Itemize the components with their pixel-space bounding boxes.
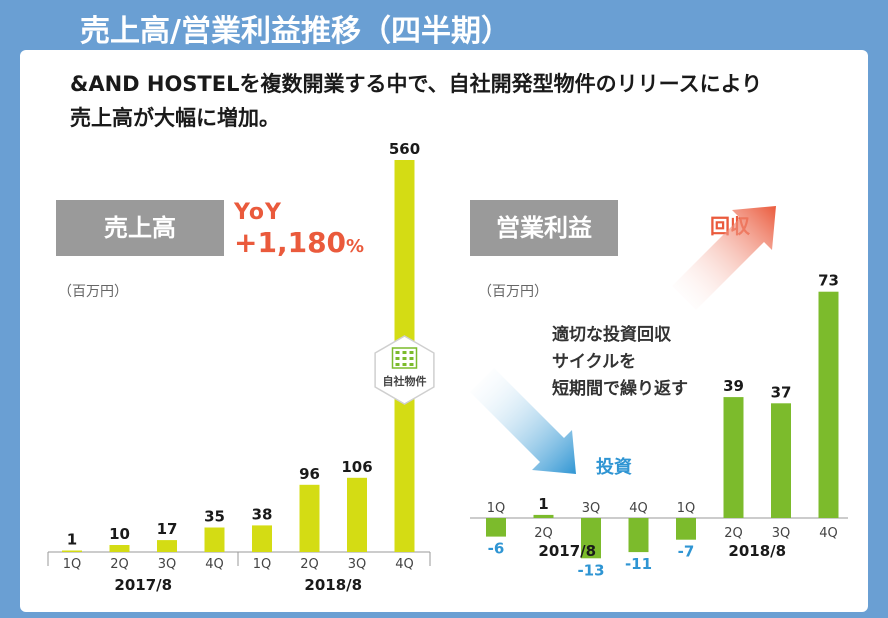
op-bar <box>581 518 601 559</box>
header-bar: 売上高/営業利益推移（四半期） <box>0 0 888 52</box>
recover-arrow <box>672 206 776 310</box>
op-tick-label: 1Q <box>487 501 506 516</box>
revenue-value-label: 96 <box>299 465 320 483</box>
revenue-value-label: 17 <box>157 520 178 538</box>
revenue-bar <box>347 477 367 552</box>
revenue-value-label: 10 <box>109 525 130 543</box>
revenue-tick-label: 1Q <box>63 557 82 572</box>
op-value-label: -13 <box>577 561 604 579</box>
revenue-tick-label: 3Q <box>158 557 177 572</box>
cycle-note: 適切な投資回収 サイクルを 短期間で繰り返す <box>552 322 688 403</box>
yoy-value: +1,180% <box>234 226 364 259</box>
op-value-label: 1 <box>538 495 548 513</box>
building-window <box>395 351 400 354</box>
revenue-value-label: 35 <box>204 508 225 526</box>
yoy-percent: % <box>346 236 365 257</box>
revenue-bar <box>252 525 272 552</box>
revenue-year-label: 2017/8 <box>114 576 172 594</box>
property-badge <box>374 335 435 405</box>
operating-profit-chart: -6 1Q 1 2Q -13 3Q -11 4Q -7 1Q 39 2Q 37 3Q 73 4Q 2017/8 2… <box>470 272 848 579</box>
op-tick-label: 2Q <box>724 526 743 541</box>
invest-arrow <box>470 368 576 474</box>
revenue-bar <box>62 550 82 552</box>
subtitle-line-1: &AND HOSTELを複数開業する中で、自社開発型物件のリリースにより <box>70 72 763 96</box>
op-bar <box>723 397 744 518</box>
building-window <box>409 351 414 354</box>
building-outline <box>391 347 418 369</box>
op-bar <box>771 403 791 518</box>
revenue-tick-label: 1Q <box>253 557 272 572</box>
building-window <box>409 357 414 360</box>
revenue-value-label: 38 <box>252 505 273 523</box>
op-tick-label: 2Q <box>534 526 553 541</box>
revenue-tick-label: 2Q <box>110 557 129 572</box>
revenue-year-label: 2018/8 <box>304 576 362 594</box>
op-value-label: 39 <box>723 377 744 395</box>
op-bar <box>628 518 649 553</box>
revenue-tick-label: 3Q <box>348 557 367 572</box>
op-bar <box>486 518 506 537</box>
cycle-line-1: 適切な投資回収 <box>552 325 671 345</box>
revenue-bar <box>299 484 320 552</box>
content-card: &AND HOSTELを複数開業する中で、自社開発型物件のリリースにより 売上高… <box>20 50 868 612</box>
building-icon <box>391 347 418 369</box>
op-tick-label: 3Q <box>772 526 791 541</box>
building-window <box>395 363 400 366</box>
revenue-tick-label: 2Q <box>300 557 319 572</box>
building-window <box>409 363 414 366</box>
revenue-bar <box>204 527 225 552</box>
subtitle-line-2: 売上高が大幅に増加。 <box>70 106 280 130</box>
building-window <box>402 357 407 360</box>
revenue-chart: 1 1Q 10 2Q 17 3Q 35 4Q 38 1Q 96 2Q 106 3Q 560 4Q 2017/8 2… <box>47 140 435 594</box>
op-bar <box>533 514 554 518</box>
op-year-label: 2018/8 <box>728 542 786 560</box>
operating-profit-unit: （百万円） <box>478 284 548 300</box>
revenue-label: 売上高 <box>56 200 224 256</box>
building-window <box>402 351 407 354</box>
revenue-unit: （百万円） <box>58 284 128 300</box>
page-title: 売上高/営業利益推移（四半期） <box>80 14 511 49</box>
revenue-value-label: 560 <box>389 140 420 158</box>
op-tick-label: 3Q <box>582 501 601 516</box>
revenue-tick-label: 4Q <box>205 557 224 572</box>
operating-profit-label: 営業利益 <box>470 200 618 256</box>
op-bar <box>676 518 696 540</box>
revenue-bar <box>157 540 177 552</box>
building-window <box>402 363 407 366</box>
revenue-value-label: 1 <box>67 531 77 549</box>
op-value-label: -6 <box>488 540 505 558</box>
revenue-tick-label: 4Q <box>395 557 414 572</box>
op-tick-label: 4Q <box>629 501 648 516</box>
revenue-bar <box>109 545 130 552</box>
revenue-value-label: 106 <box>341 458 372 476</box>
op-tick-label: 1Q <box>677 501 696 516</box>
badge-text: 自社物件 <box>383 374 427 388</box>
cycle-line-2: サイクルを <box>552 352 637 372</box>
op-bar <box>818 291 839 518</box>
yoy-label: YoY <box>234 200 282 225</box>
op-value-label: -7 <box>678 543 695 561</box>
yoy-number: +1,180 <box>234 226 347 259</box>
op-value-label: 73 <box>818 272 839 290</box>
op-value-label: 37 <box>771 383 792 401</box>
op-year-label: 2017/8 <box>538 542 596 560</box>
cycle-line-3: 短期間で繰り返す <box>552 379 688 399</box>
op-value-label: -11 <box>625 555 652 573</box>
op-tick-label: 4Q <box>819 526 838 541</box>
invest-label: 投資 <box>596 457 632 478</box>
building-window <box>395 357 400 360</box>
